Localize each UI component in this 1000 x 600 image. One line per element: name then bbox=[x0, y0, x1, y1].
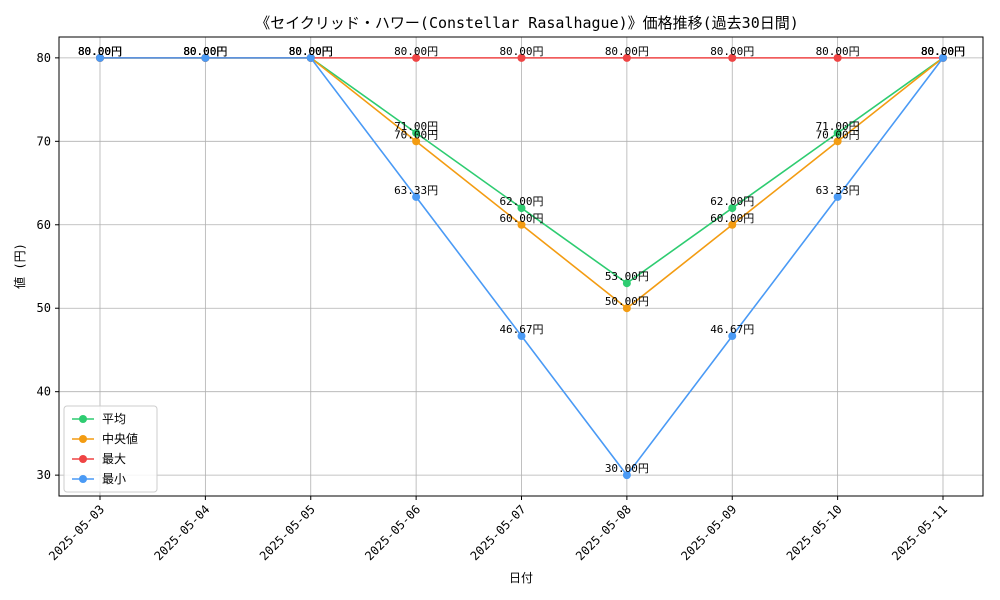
series-point-0 bbox=[833, 128, 842, 137]
data-label-0: 80.00円 bbox=[289, 45, 333, 58]
y-tick-label: 60 bbox=[37, 218, 51, 232]
series-point-2 bbox=[622, 53, 631, 62]
data-label-2: 80.00円 bbox=[921, 45, 965, 58]
x-axis-label: 日付 bbox=[509, 571, 533, 585]
series-point-3 bbox=[728, 332, 737, 341]
y-tick-label: 30 bbox=[37, 468, 51, 482]
x-tick-label: 2025-05-10 bbox=[784, 502, 845, 563]
chart-title: 《セイクリッド・ハワー(Constellar Rasalhague)》価格推移(… bbox=[255, 14, 799, 32]
legend-marker bbox=[79, 455, 87, 463]
y-tick-label: 40 bbox=[37, 385, 51, 399]
data-label-0: 62.00円 bbox=[710, 195, 754, 208]
y-tick-label: 50 bbox=[37, 301, 51, 315]
series-point-3 bbox=[412, 192, 421, 201]
legend-marker bbox=[79, 435, 87, 443]
data-label-2: 80.00円 bbox=[394, 45, 438, 58]
data-label-1: 80.00円 bbox=[78, 45, 122, 58]
data-label-3: 63.33円 bbox=[394, 184, 438, 197]
series-point-1 bbox=[833, 137, 842, 146]
legend-entry: 最大 bbox=[102, 452, 126, 466]
series-point-1 bbox=[517, 220, 526, 229]
y-tick-label: 70 bbox=[37, 134, 51, 148]
series-point-1 bbox=[412, 137, 421, 146]
data-label-1: 60.00円 bbox=[710, 212, 754, 225]
legend-entry: 中央値 bbox=[102, 431, 138, 446]
data-label-2: 80.00円 bbox=[78, 45, 122, 58]
series-point-2 bbox=[728, 53, 737, 62]
legend-marker bbox=[79, 475, 87, 483]
x-tick-label: 2025-05-05 bbox=[257, 502, 318, 563]
series-point-3 bbox=[622, 471, 631, 480]
series-point-3 bbox=[939, 53, 947, 62]
data-label-2: 80.00円 bbox=[499, 45, 543, 58]
series-point-1 bbox=[728, 220, 737, 229]
data-label-2: 80.00円 bbox=[289, 45, 333, 58]
data-label-1: 80.00円 bbox=[921, 45, 965, 58]
data-label-2: 80.00円 bbox=[816, 45, 860, 58]
data-label-0: 80.00円 bbox=[183, 45, 227, 58]
x-tick-label: 2025-05-08 bbox=[573, 502, 634, 563]
data-label-2: 80.00円 bbox=[605, 45, 649, 58]
x-tick-label: 2025-05-07 bbox=[468, 502, 529, 563]
series-point-2 bbox=[833, 53, 842, 62]
data-label-3: 46.67円 bbox=[710, 323, 754, 336]
series-point-0 bbox=[412, 128, 421, 137]
data-label-0: 62.00円 bbox=[499, 195, 543, 208]
series-point-3 bbox=[96, 53, 104, 62]
data-label-3: 80.00円 bbox=[921, 45, 965, 58]
x-tick-label: 2025-05-09 bbox=[678, 502, 739, 563]
data-label-1: 70.00円 bbox=[394, 128, 438, 141]
data-label-2: 80.00円 bbox=[710, 45, 754, 58]
data-label-0: 53.00円 bbox=[605, 270, 649, 283]
legend-box bbox=[63, 405, 158, 493]
x-tick-label: 2025-05-03 bbox=[46, 502, 107, 563]
data-label-0: 80.00円 bbox=[78, 45, 122, 58]
series-point-0 bbox=[728, 204, 737, 213]
data-label-3: 46.67円 bbox=[499, 323, 543, 336]
series-point-3 bbox=[833, 192, 842, 201]
legend-entry: 最小 bbox=[102, 472, 126, 486]
data-label-1: 50.00円 bbox=[605, 295, 649, 308]
axes: 2025-05-03 2025-05-04 2025-05-05 2025-05-06… bbox=[37, 51, 951, 563]
series-point-3 bbox=[306, 53, 315, 62]
series-point-0 bbox=[622, 279, 631, 288]
data-label-3: 80.00円 bbox=[78, 45, 122, 58]
data-label-3: 30.00円 bbox=[605, 462, 649, 475]
grid bbox=[59, 37, 983, 496]
x-tick-label: 2025-05-11 bbox=[889, 502, 950, 563]
x-tick-label: 2025-05-04 bbox=[152, 502, 213, 563]
data-label-0: 71.00円 bbox=[394, 120, 438, 133]
legend-marker bbox=[79, 415, 87, 423]
data-label-2: 80.00円 bbox=[183, 45, 227, 58]
data-label-0: 80.00円 bbox=[921, 45, 965, 58]
series-point-3 bbox=[201, 53, 210, 62]
series-point-2 bbox=[412, 53, 421, 62]
data-label-0: 71.00円 bbox=[816, 120, 860, 133]
series-point-0 bbox=[517, 204, 526, 213]
plot-frame bbox=[58, 36, 984, 497]
x-tick-label: 2025-05-06 bbox=[362, 502, 423, 563]
legend-entry: 平均 bbox=[102, 412, 126, 426]
data-label-1: 80.00円 bbox=[183, 45, 227, 58]
y-tick-label: 80 bbox=[37, 51, 51, 65]
data-label-3: 80.00円 bbox=[183, 45, 227, 58]
y-axis-label: 値 (円) bbox=[12, 243, 27, 289]
data-labels: 80.00円 80.00円 80.00円 71.00円 62.00円 53.00円 62.0… bbox=[78, 45, 965, 475]
series-point-2 bbox=[517, 53, 526, 62]
data-label-1: 70.00円 bbox=[816, 128, 860, 141]
data-label-3: 63.33円 bbox=[816, 184, 860, 197]
series-layer bbox=[96, 53, 947, 480]
data-label-1: 80.00円 bbox=[289, 45, 333, 58]
data-label-1: 60.00円 bbox=[499, 212, 543, 225]
series-point-3 bbox=[517, 332, 526, 341]
series-point-1 bbox=[622, 304, 631, 313]
data-label-3: 80.00円 bbox=[289, 45, 333, 58]
